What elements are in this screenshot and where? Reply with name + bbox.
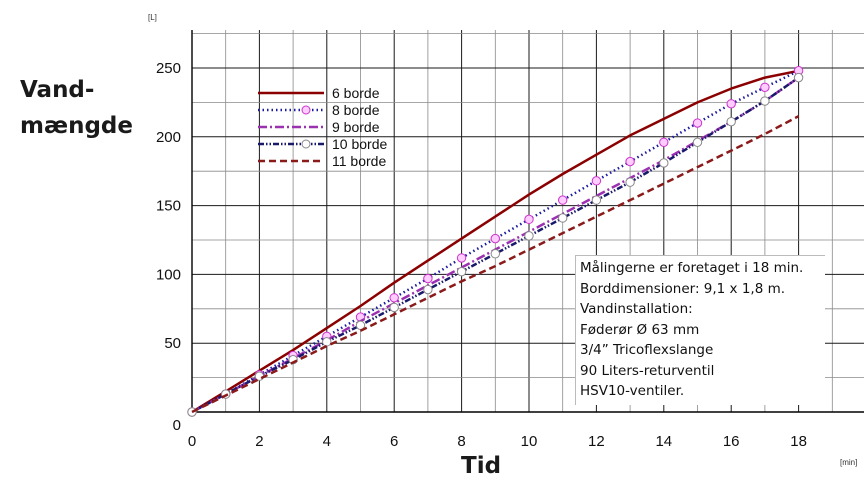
legend-swatch-6-borde — [258, 91, 324, 95]
series-line-6-borde — [191, 69, 799, 414]
data-point-10-borde — [692, 137, 703, 148]
data-point-8-borde — [423, 273, 433, 284]
x-tick-label: 14 — [655, 433, 672, 450]
x-tick-label: 10 — [521, 433, 538, 450]
legend-swatch-10-borde — [258, 139, 324, 149]
y-axis-title: Vand- mængde — [20, 72, 133, 144]
legend-item: 9 borde — [256, 119, 416, 136]
series-group — [187, 66, 804, 417]
y-tick-label: 250 — [156, 60, 181, 77]
note-line: 3/4” Tricoflexslange — [580, 342, 714, 358]
note-line: HSV10-ventiler. — [580, 383, 685, 399]
data-point-8-borde — [558, 195, 568, 205]
legend-label: 6 borde — [332, 85, 380, 101]
data-point-10-borde — [456, 266, 467, 277]
x-tick-label: 4 — [323, 433, 331, 450]
data-point-10-borde — [389, 302, 399, 313]
data-point-10-borde — [760, 96, 770, 106]
data-point-10-borde — [793, 72, 804, 83]
y-tick-label: 0 — [173, 417, 181, 434]
legend-swatch-8-borde — [258, 105, 324, 115]
x-tick-label: 2 — [255, 433, 263, 450]
note-line: 90 Liters-returventil — [580, 362, 715, 379]
legend-item: 11 borde — [256, 153, 416, 170]
data-point-8-borde — [490, 233, 500, 244]
x-tick-label: 6 — [390, 433, 398, 450]
x-tick-label: 8 — [457, 433, 465, 450]
y-tick-label: 150 — [156, 198, 181, 215]
data-point-10-borde — [322, 337, 332, 347]
legend-label: 10 borde — [332, 136, 388, 152]
x-unit-label: [min] — [840, 458, 858, 467]
x-axis-title: Tid — [461, 453, 502, 479]
data-point-8-borde — [659, 137, 669, 148]
data-point-8-borde — [692, 118, 703, 128]
x-tick-label: 0 — [188, 433, 196, 450]
data-point-10-borde — [423, 284, 433, 295]
x-tick-label: 16 — [723, 433, 740, 450]
y-axis-title-line-2: mængde — [20, 113, 133, 139]
legend-item: 10 borde — [256, 136, 416, 153]
series-line-11-borde — [191, 115, 800, 414]
data-point-10-borde — [625, 177, 635, 187]
data-point-10-borde — [591, 195, 602, 205]
data-point-10-borde — [524, 231, 534, 241]
y-tick-label: 200 — [156, 129, 181, 146]
y-tick-label: 50 — [164, 335, 181, 352]
x-tick-label: 12 — [588, 433, 605, 450]
legend-swatch-11-borde — [258, 159, 324, 163]
note-line: Målingerne er foretaget i 18 min. — [580, 260, 804, 276]
legend-swatch-9-borde — [258, 125, 324, 129]
y-axis-title-line-1: Vand- — [20, 77, 95, 103]
tick-labels: 0 2 4 6 8 10 12 14 16 18 0 50 100 150 200 250 — [156, 60, 807, 450]
data-point-8-borde — [726, 99, 736, 109]
legend-item: 8 borde — [256, 102, 416, 119]
data-point-10-borde — [726, 116, 736, 127]
data-point-10-borde — [490, 249, 500, 259]
data-point-10-borde — [558, 213, 568, 223]
data-point-8-borde — [760, 82, 770, 92]
axes — [191, 30, 864, 413]
note-line: Borddimensioner: 9,1 x 1,8 m. — [580, 280, 786, 297]
note-line: Vandinstallation: — [580, 301, 693, 317]
legend: 6 borde 8 borde 9 borde 10 borde 11 bord… — [256, 85, 416, 170]
legend-label: 8 borde — [332, 102, 380, 118]
data-point-8-borde — [456, 253, 467, 263]
y-tick-label: 100 — [156, 266, 181, 283]
note-line: Føderør Ø 63 mm — [580, 321, 700, 338]
y-unit-label: [L] — [148, 13, 157, 22]
measurement-note: Målingerne er foretaget i 18 min. Borddi… — [575, 255, 825, 405]
data-point-8-borde — [625, 156, 635, 167]
data-point-10-borde — [659, 158, 669, 168]
legend-item: 6 borde — [256, 85, 416, 102]
data-point-8-borde — [389, 293, 399, 303]
data-point-8-borde — [591, 176, 602, 186]
legend-label: 11 borde — [332, 153, 387, 169]
x-tick-label: 18 — [790, 433, 807, 450]
legend-label: 9 borde — [332, 119, 380, 135]
data-point-8-borde — [524, 214, 534, 225]
